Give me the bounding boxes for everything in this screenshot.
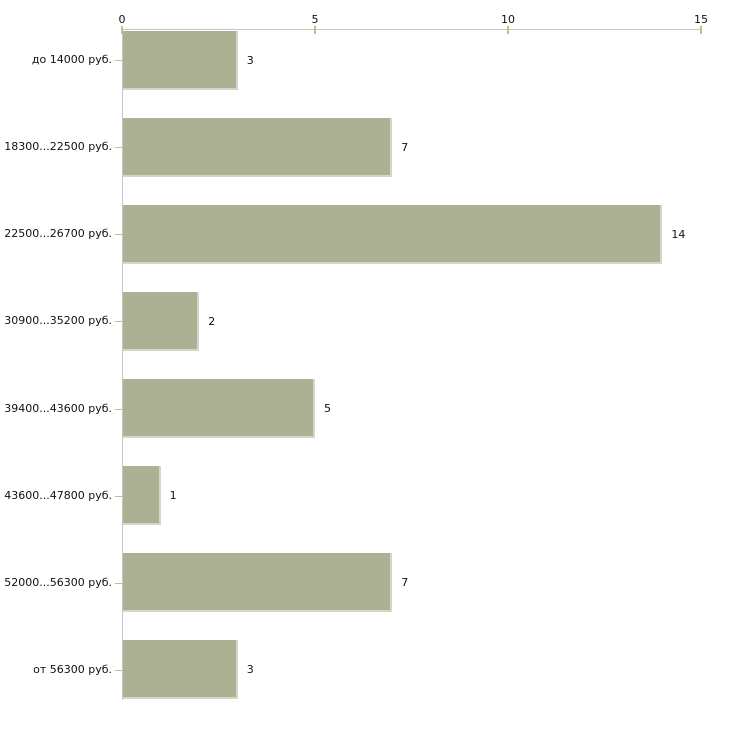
bar bbox=[123, 553, 392, 613]
category-label: 39400...43600 руб. bbox=[4, 401, 112, 415]
category-label: 52000...56300 руб. bbox=[4, 575, 112, 589]
bar bbox=[123, 117, 392, 177]
category-label: до 14000 руб. bbox=[31, 53, 112, 66]
x-axis-tick-label: 0 bbox=[118, 13, 126, 26]
value-label: 7 bbox=[401, 576, 409, 590]
x-axis-tick-label: 10 bbox=[501, 13, 515, 26]
bar bbox=[123, 379, 315, 439]
category-tick-mark bbox=[115, 582, 122, 584]
category-tick-mark bbox=[115, 147, 122, 149]
value-label: 7 bbox=[401, 140, 409, 154]
category-label: 18300...22500 руб. bbox=[4, 140, 112, 154]
x-axis-tick-mark bbox=[507, 26, 509, 34]
category-tick-mark bbox=[115, 234, 122, 236]
x-axis-line bbox=[122, 29, 701, 30]
category-label: от 56300 руб. bbox=[33, 662, 112, 676]
category-tick-mark bbox=[115, 669, 122, 671]
value-label: 14 bbox=[671, 227, 686, 241]
category-tick-mark bbox=[115, 495, 122, 497]
value-label: 1 bbox=[169, 489, 177, 503]
bar bbox=[123, 30, 238, 90]
value-label: 5 bbox=[324, 402, 331, 416]
value-label: 3 bbox=[246, 663, 254, 677]
y-axis-line bbox=[122, 29, 123, 701]
x-axis-tick-label: 15 bbox=[694, 13, 708, 26]
x-axis-tick-mark bbox=[314, 26, 316, 34]
bar bbox=[123, 466, 161, 526]
bar bbox=[123, 291, 199, 351]
value-label: 3 bbox=[246, 53, 254, 67]
bar bbox=[123, 640, 238, 700]
category-label: 30900...35200 руб. bbox=[4, 314, 112, 328]
value-label: 2 bbox=[208, 314, 216, 328]
category-tick-mark bbox=[115, 60, 122, 61]
category-label: 22500...26700 руб. bbox=[4, 227, 112, 241]
x-axis-tick-label: 5 bbox=[311, 13, 319, 26]
category-tick-mark bbox=[115, 321, 122, 323]
x-axis-tick-mark bbox=[121, 26, 123, 34]
category-label: 43600...47800 руб. bbox=[4, 488, 112, 502]
bar bbox=[123, 204, 662, 264]
category-tick-mark bbox=[115, 408, 122, 410]
x-axis-tick-mark bbox=[700, 26, 702, 34]
